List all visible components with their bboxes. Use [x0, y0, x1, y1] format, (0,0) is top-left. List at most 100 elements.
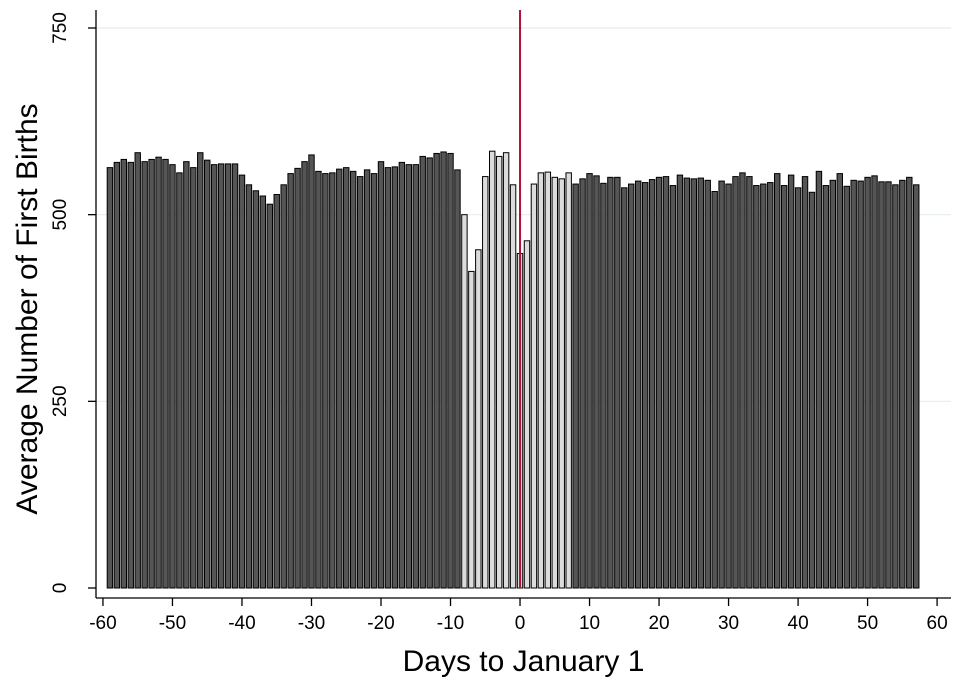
- bar-day-40: [794, 187, 802, 589]
- bar-day-48: [850, 179, 857, 589]
- bar-day-45: [829, 179, 837, 589]
- axes: [95, 10, 951, 599]
- bar-day-7: [565, 172, 572, 589]
- bar-day-52: [878, 181, 885, 589]
- bar-day-18: [641, 182, 649, 589]
- bar-day-27: [704, 179, 711, 589]
- x-tick-label--30: -30: [298, 613, 325, 634]
- bar-day-5: [551, 176, 558, 589]
- x-tick-label-60: 60: [927, 613, 948, 634]
- bar-day--44: [210, 164, 218, 589]
- bar-day-15: [621, 187, 628, 589]
- bar-day-16: [628, 183, 635, 589]
- bar-series: [106, 150, 920, 589]
- bar-day--16: [405, 164, 413, 589]
- bar-day-37: [774, 173, 781, 589]
- y-tick-label-0: 0: [50, 583, 71, 594]
- bar-day--47: [190, 167, 197, 589]
- bar-day--39: [245, 184, 253, 589]
- bar-day-11: [593, 175, 600, 589]
- bar-day-32: [739, 172, 746, 589]
- x-tick-label--10: -10: [437, 613, 464, 634]
- y-tick-label-250: 250: [50, 385, 71, 417]
- bar-day-35: [760, 183, 767, 589]
- x-tick-label--40: -40: [228, 613, 255, 634]
- bar-day--26: [336, 168, 343, 589]
- bar-day--1: [509, 184, 517, 589]
- x-tick-label-0: 0: [515, 613, 526, 634]
- x-tick-label-50: 50: [857, 613, 878, 634]
- bar-day-38: [780, 185, 788, 589]
- bar-day--4: [489, 150, 496, 589]
- bar-day-19: [648, 179, 656, 589]
- bar-day-1: [523, 240, 531, 589]
- bar-day-41: [801, 176, 809, 589]
- x-tick-label--60: -60: [89, 613, 116, 634]
- bar-day--41: [231, 163, 239, 589]
- bar-day--9: [454, 169, 461, 589]
- bar-day-55: [899, 179, 906, 589]
- bar-day-25: [690, 178, 698, 589]
- bar-day-50: [864, 176, 871, 589]
- bar-day--54: [141, 161, 148, 589]
- bar-day--13: [426, 157, 433, 589]
- bar-day-29: [718, 180, 725, 589]
- bar-day-42: [808, 191, 816, 589]
- bar-day-49: [857, 180, 864, 589]
- bar-day-3: [537, 172, 545, 589]
- bar-day--46: [197, 152, 204, 589]
- bar-day-39: [787, 174, 795, 589]
- bar-day--36: [266, 203, 273, 589]
- bar-day--21: [370, 173, 378, 589]
- x-tick-label--50: -50: [159, 613, 186, 634]
- bar-day--3: [495, 155, 503, 589]
- y-axis-title: Average Number of First Births: [11, 103, 44, 514]
- bar-day--12: [433, 152, 440, 589]
- bar-day-34: [753, 185, 760, 589]
- bar-day--15: [412, 164, 419, 589]
- bar-day--20: [377, 161, 385, 589]
- y-tick-label-750: 750: [50, 12, 71, 44]
- bar-day--31: [301, 161, 308, 589]
- x-tick-label-30: 30: [718, 613, 739, 634]
- bar-day-56: [906, 176, 913, 589]
- bar-day--22: [363, 169, 371, 589]
- bar-day--55: [134, 152, 141, 589]
- bar-day--53: [148, 158, 155, 589]
- bar-day--7: [468, 270, 475, 589]
- bar-day--32: [294, 167, 301, 589]
- bar-day--28: [322, 173, 329, 589]
- bar-day--24: [349, 170, 357, 589]
- bar-day--43: [217, 163, 225, 589]
- bar-day-4: [544, 171, 552, 589]
- bar-day-36: [767, 182, 774, 589]
- bar-day-53: [885, 181, 892, 589]
- bar-day-17: [634, 180, 642, 589]
- bar-day-20: [655, 176, 663, 589]
- bar-day--23: [356, 176, 364, 589]
- bar-day--51: [162, 158, 169, 589]
- y-tick-label-500: 500: [50, 199, 71, 231]
- x-tick-label-40: 40: [788, 613, 809, 634]
- bar-day-28: [711, 191, 718, 589]
- bar-day--56: [127, 161, 134, 589]
- bar-day--59: [106, 167, 114, 589]
- bar-day--29: [315, 170, 322, 589]
- bar-day-24: [683, 177, 691, 589]
- bar-day-30: [725, 183, 732, 589]
- bar-day-26: [697, 177, 704, 589]
- bar-day--38: [252, 190, 260, 589]
- bar-day--17: [398, 161, 406, 589]
- bar-day-14: [614, 176, 621, 589]
- bar-day--40: [238, 174, 246, 589]
- bar-day--52: [155, 156, 162, 589]
- bar-day-31: [732, 176, 739, 589]
- bar-day--19: [384, 167, 392, 589]
- bar-day-9: [579, 178, 586, 589]
- bar-day--58: [113, 161, 121, 589]
- bar-day--5: [482, 176, 489, 589]
- bar-day-44: [822, 185, 830, 589]
- bar-day-21: [662, 176, 670, 589]
- bar-day--30: [308, 154, 315, 589]
- bar-day-47: [843, 185, 850, 589]
